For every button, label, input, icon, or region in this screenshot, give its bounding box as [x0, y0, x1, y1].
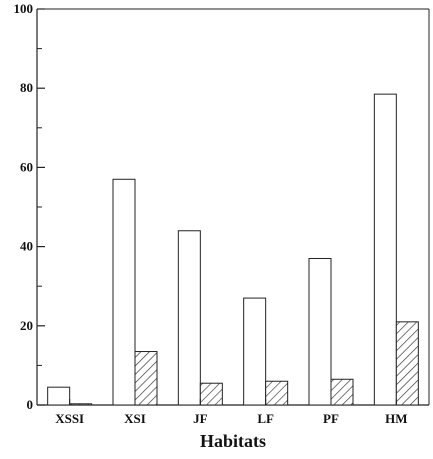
- bar-open: [308, 257, 332, 406]
- bar-hatched: [265, 380, 289, 406]
- bar-hatched: [199, 382, 223, 406]
- x-axis-title: Habitats: [200, 431, 266, 451]
- plot-area: 0 20 40 60 80 100 XSSI XSI JF LF PF HM: [14, 1, 430, 426]
- x-tick-label: XSI: [124, 411, 146, 426]
- bar-hatched: [330, 378, 354, 406]
- y-tick-label: 40: [20, 239, 33, 254]
- x-tick-label: HM: [385, 411, 407, 426]
- y-tick-label: 20: [20, 318, 33, 333]
- bar-hatched: [134, 351, 158, 406]
- bar-open: [373, 93, 397, 406]
- bar-open: [177, 230, 201, 406]
- bar-hatched: [69, 403, 93, 406]
- bar-open: [47, 386, 71, 406]
- bar-open: [243, 297, 267, 406]
- x-tick-label: JF: [193, 411, 208, 426]
- x-tick-label: PF: [323, 411, 339, 426]
- y-tick-label: 60: [20, 159, 33, 174]
- y-tick-label: 0: [27, 397, 34, 412]
- bar-hatched: [395, 321, 419, 406]
- x-tick-label: XSSI: [55, 411, 84, 426]
- y-tick-label: 80: [20, 80, 33, 95]
- x-tick-label: LF: [257, 411, 274, 426]
- y-tick-label: 100: [14, 1, 34, 16]
- bar-open: [112, 178, 136, 406]
